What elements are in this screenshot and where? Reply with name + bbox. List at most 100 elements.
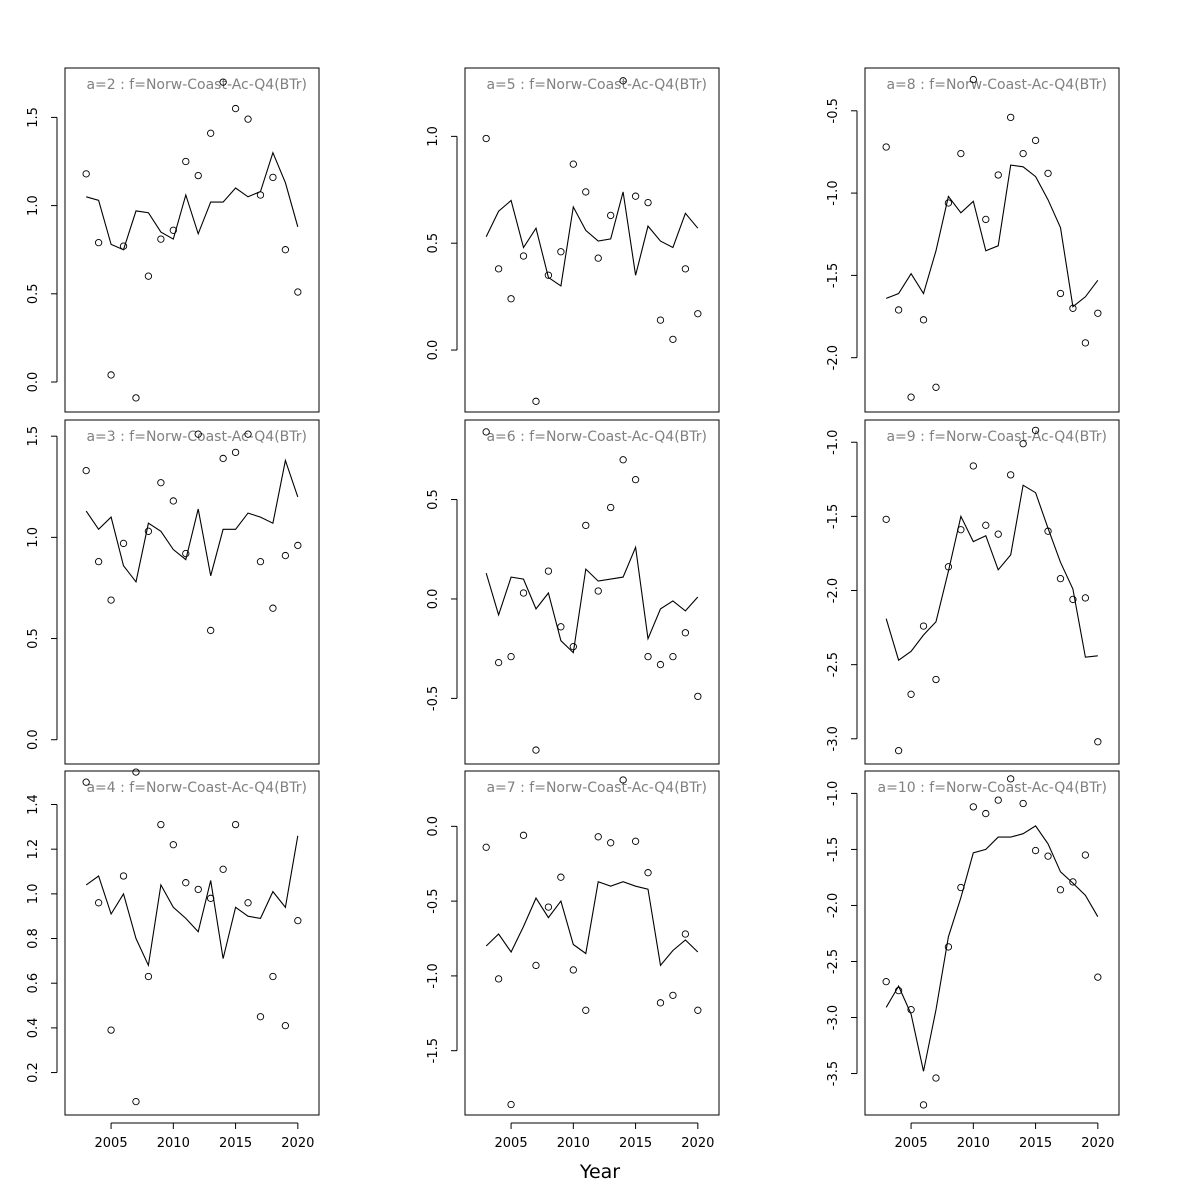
observed-point xyxy=(1094,973,1102,981)
observed-point xyxy=(182,157,190,166)
y-tick-label: -3.5 xyxy=(826,1061,841,1086)
observed-point xyxy=(982,215,990,224)
y-tick-label: 0.6 xyxy=(26,973,41,994)
observed-point xyxy=(231,104,240,113)
observed-point xyxy=(582,1006,590,1014)
observed-point xyxy=(1094,738,1102,746)
observed-point xyxy=(969,462,977,470)
observed-point xyxy=(631,192,640,200)
observed-point xyxy=(681,629,690,637)
y-tick-label: 0.0 xyxy=(426,340,441,361)
observed-point xyxy=(569,160,577,168)
observed-point xyxy=(294,917,302,925)
observed-point xyxy=(269,604,277,612)
observed-point xyxy=(1031,136,1040,145)
observed-point xyxy=(281,1021,290,1030)
fitted-line xyxy=(85,458,299,584)
y-tick-label: 1.0 xyxy=(26,527,41,548)
observed-point xyxy=(557,873,565,881)
y-tick-label: -1.0 xyxy=(826,781,841,806)
fitted-line xyxy=(86,151,299,251)
observed-point xyxy=(694,1006,702,1014)
fitted-line xyxy=(885,164,1099,308)
y-tick-label: -1.0 xyxy=(826,180,841,205)
observed-point xyxy=(544,903,553,911)
panel-title: a=10 : f=Norw-Coast-Ac-Q4(BTr) xyxy=(878,780,1107,796)
observed-point xyxy=(132,768,140,776)
observed-point xyxy=(507,295,515,303)
observed-point xyxy=(932,1074,940,1082)
y-tick-label: -0.5 xyxy=(826,98,841,123)
observed-point xyxy=(194,885,202,894)
observed-point xyxy=(119,242,128,250)
observed-point xyxy=(669,652,677,661)
observed-point xyxy=(182,549,190,558)
x-axis-label: Year xyxy=(579,1161,620,1183)
observed-point xyxy=(107,1026,115,1034)
plot-frame xyxy=(864,67,1120,413)
observed-point xyxy=(157,479,165,487)
y-tick-label: 0.5 xyxy=(26,283,41,304)
observed-point xyxy=(256,191,265,199)
observed-point xyxy=(207,894,215,902)
y-tick-label: -1.0 xyxy=(426,963,441,988)
observed-point xyxy=(982,809,990,818)
observed-point xyxy=(1019,149,1027,158)
observed-point xyxy=(907,690,915,698)
fitted-line xyxy=(885,825,1099,1072)
observed-point xyxy=(107,371,115,379)
observed-point xyxy=(994,171,1002,179)
plot-frame xyxy=(464,67,720,413)
y-tick-label: 0.5 xyxy=(426,233,441,254)
x-tick-label: 2005 xyxy=(495,1136,528,1151)
fitted-line xyxy=(485,880,699,967)
observed-point xyxy=(1019,440,1027,448)
observed-point xyxy=(244,115,252,123)
observed-point xyxy=(594,254,602,262)
observed-point xyxy=(482,134,490,143)
observed-point xyxy=(494,265,503,273)
x-tick-label: 2020 xyxy=(1081,1136,1114,1151)
observed-point xyxy=(207,626,215,635)
observed-point xyxy=(919,622,928,630)
observed-point xyxy=(557,248,565,256)
observed-point xyxy=(1007,775,1015,783)
observed-point xyxy=(569,643,577,651)
observed-point xyxy=(244,899,252,907)
panel-title: a=4 : f=Norw-Coast-Ac-Q4(BTr) xyxy=(86,780,307,796)
observed-point xyxy=(681,930,690,938)
x-tick-label: 2010 xyxy=(157,1136,190,1151)
observed-point xyxy=(631,476,640,484)
y-tick-label: 1.0 xyxy=(26,195,41,216)
panel-6: a=4 : f=Norw-Coast-Ac-Q4(BTr) 0.2 0.4 0.6 0.… xyxy=(26,770,320,1151)
y-tick-label: 0.5 xyxy=(26,628,41,649)
observed-point xyxy=(656,316,665,324)
observed-point xyxy=(932,383,940,391)
observed-point xyxy=(144,972,153,981)
observed-point xyxy=(494,975,503,983)
observed-point xyxy=(557,623,565,631)
x-tick-label: 2005 xyxy=(95,1136,128,1151)
y-tick-label: -3.0 xyxy=(826,726,841,751)
observed-point xyxy=(157,235,165,243)
observed-point xyxy=(656,660,665,669)
observed-point xyxy=(269,972,277,981)
panel-title: a=2 : f=Norw-Coast-Ac-Q4(BTr) xyxy=(86,77,307,93)
observed-point xyxy=(532,397,540,405)
x-tick-label: 2005 xyxy=(895,1136,928,1151)
observed-point xyxy=(256,1013,265,1021)
observed-point xyxy=(1031,426,1040,435)
observed-point xyxy=(281,246,290,254)
observed-point xyxy=(144,527,153,535)
y-tick-label: 0.0 xyxy=(26,372,41,393)
observed-point xyxy=(82,466,90,475)
panel-2: a=8 : f=Norw-Coast-Ac-Q4(BTr) -2.0 -1.5 -1.… xyxy=(826,67,1120,413)
observed-point xyxy=(944,199,953,207)
observed-point xyxy=(107,596,115,604)
fitted-line xyxy=(485,191,699,287)
observed-point xyxy=(644,198,652,207)
observed-point xyxy=(82,778,90,786)
observed-point xyxy=(482,428,490,436)
observed-point xyxy=(169,841,177,849)
y-tick-label: 1.4 xyxy=(26,794,41,815)
